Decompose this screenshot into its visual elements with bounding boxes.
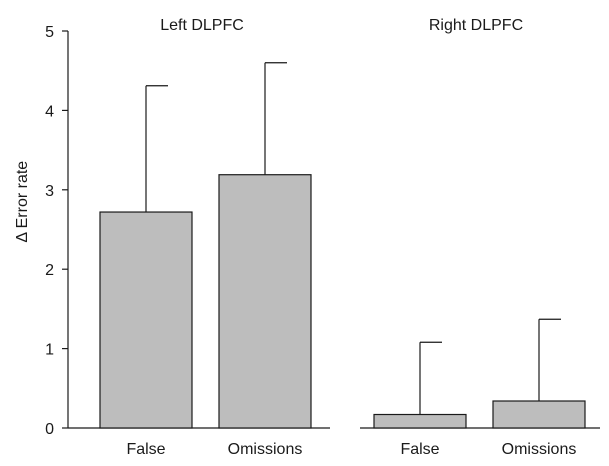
y-tick-label: 3	[45, 183, 54, 200]
y-tick-label: 2	[45, 262, 54, 279]
group-title: Right DLPFC	[429, 17, 523, 34]
bar	[373, 413, 467, 429]
bar	[492, 400, 586, 429]
category-label: False	[126, 441, 165, 458]
y-axis-title: Δ Error rate	[14, 161, 31, 243]
category-label: Omissions	[502, 441, 577, 458]
y-tick-label: 1	[45, 342, 54, 359]
labels: Δ Error rate Left DLPFC False Omissions Righ…	[14, 17, 576, 458]
bars	[99, 62, 586, 429]
y-tick-label: 5	[45, 24, 54, 41]
category-label: Omissions	[228, 441, 303, 458]
bar	[99, 211, 193, 429]
y-tick-label: 4	[45, 103, 54, 120]
y-tick-label: 0	[45, 421, 54, 438]
group-title: Left DLPFC	[160, 17, 244, 34]
category-label: False	[400, 441, 439, 458]
bar	[218, 174, 312, 429]
